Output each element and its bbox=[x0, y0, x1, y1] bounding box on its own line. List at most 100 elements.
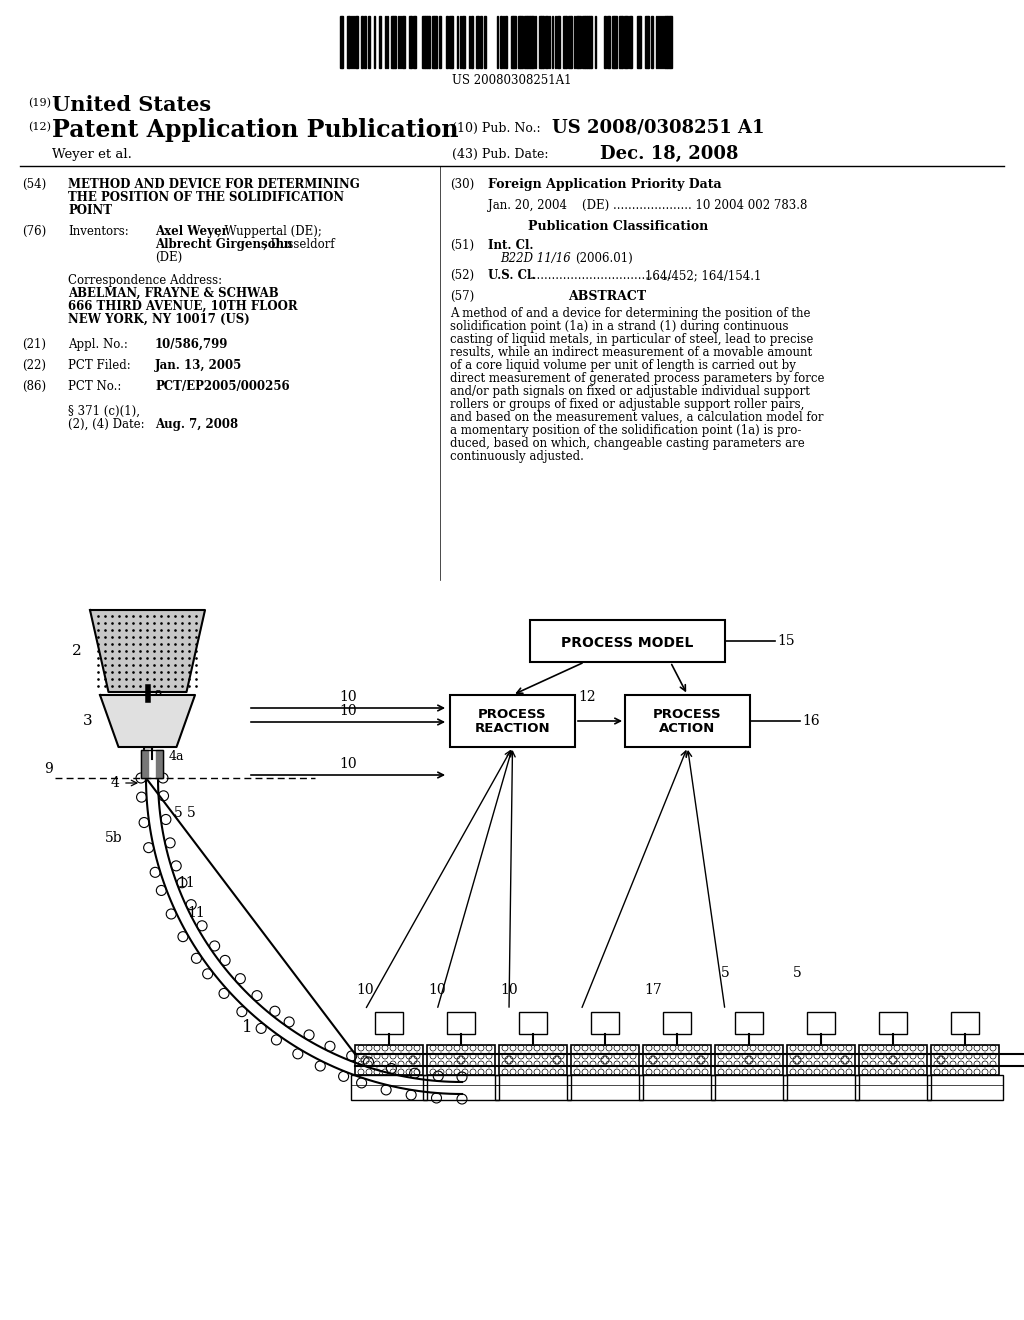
Bar bbox=[513, 16, 516, 69]
Bar bbox=[520, 16, 523, 69]
Bar bbox=[626, 16, 628, 69]
Text: (22): (22) bbox=[22, 359, 46, 372]
Bar bbox=[859, 1045, 927, 1074]
Text: Albrecht Girgensohn: Albrecht Girgensohn bbox=[155, 238, 293, 251]
Bar bbox=[541, 16, 543, 69]
Text: (43) Pub. Date:: (43) Pub. Date: bbox=[452, 148, 549, 161]
Bar bbox=[391, 16, 393, 69]
Text: 12: 12 bbox=[579, 690, 596, 704]
Bar bbox=[530, 620, 725, 663]
Bar bbox=[931, 1045, 999, 1074]
Text: and/or path signals on fixed or adjustable individual support: and/or path signals on fixed or adjustab… bbox=[450, 385, 810, 399]
Bar bbox=[539, 16, 541, 69]
Bar bbox=[607, 16, 609, 69]
Bar bbox=[589, 16, 591, 69]
Text: (86): (86) bbox=[22, 380, 46, 393]
Bar bbox=[530, 16, 532, 69]
Text: of a core liquid volume per unit of length is carried out by: of a core liquid volume per unit of leng… bbox=[450, 359, 796, 372]
Bar bbox=[545, 16, 548, 69]
Text: Patent Application Publication: Patent Application Publication bbox=[52, 117, 459, 143]
Bar bbox=[413, 16, 415, 69]
Bar bbox=[807, 1012, 835, 1034]
Text: Correspondence Address:: Correspondence Address: bbox=[68, 275, 222, 286]
Bar bbox=[557, 16, 559, 69]
Text: ACTION: ACTION bbox=[659, 722, 716, 734]
Bar bbox=[783, 1074, 859, 1100]
Text: 5: 5 bbox=[721, 966, 729, 979]
Text: (2006.01): (2006.01) bbox=[575, 252, 633, 265]
Bar bbox=[505, 16, 507, 69]
Bar bbox=[434, 16, 436, 69]
Bar bbox=[571, 1045, 639, 1074]
Bar bbox=[643, 1045, 711, 1074]
Text: (12): (12) bbox=[28, 121, 51, 132]
Bar bbox=[422, 16, 425, 69]
Bar bbox=[612, 16, 614, 69]
Text: 1: 1 bbox=[242, 1019, 252, 1036]
Bar bbox=[592, 1012, 618, 1034]
Bar bbox=[476, 16, 478, 69]
Bar bbox=[639, 1074, 715, 1100]
Text: PROCESS: PROCESS bbox=[653, 708, 722, 721]
Bar bbox=[425, 16, 427, 69]
Bar bbox=[351, 1074, 427, 1100]
Text: , Wuppertal (DE);: , Wuppertal (DE); bbox=[217, 224, 322, 238]
Text: duced, based on which, changeable casting parameters are: duced, based on which, changeable castin… bbox=[450, 437, 805, 450]
Text: (57): (57) bbox=[450, 290, 474, 304]
Text: 10: 10 bbox=[500, 983, 518, 997]
Text: THE POSITION OF THE SOLIDIFICATION: THE POSITION OF THE SOLIDIFICATION bbox=[68, 191, 344, 205]
Bar bbox=[409, 16, 411, 69]
Text: 17: 17 bbox=[644, 983, 662, 997]
Bar bbox=[368, 16, 370, 69]
Text: Inventors:: Inventors: bbox=[68, 224, 129, 238]
Bar bbox=[927, 1074, 1002, 1100]
Bar bbox=[735, 1012, 763, 1034]
Text: 5: 5 bbox=[174, 807, 182, 820]
Text: (DE): (DE) bbox=[155, 251, 182, 264]
Text: (52): (52) bbox=[450, 269, 474, 282]
Text: Weyer et al.: Weyer et al. bbox=[52, 148, 132, 161]
Text: and based on the measurement values, a calculation model for: and based on the measurement values, a c… bbox=[450, 411, 823, 424]
Bar bbox=[402, 16, 406, 69]
Text: casting of liquid metals, in particular of steel, lead to precise: casting of liquid metals, in particular … bbox=[450, 333, 813, 346]
Text: Jan. 13, 2005: Jan. 13, 2005 bbox=[155, 359, 243, 372]
Bar bbox=[582, 16, 585, 69]
Bar bbox=[499, 1045, 567, 1074]
Bar bbox=[711, 1074, 787, 1100]
Bar bbox=[585, 16, 587, 69]
Text: POINT: POINT bbox=[68, 205, 112, 216]
Text: 15: 15 bbox=[777, 634, 795, 648]
Bar bbox=[340, 16, 342, 69]
Bar bbox=[519, 1012, 547, 1034]
Text: REACTION: REACTION bbox=[475, 722, 550, 734]
Bar bbox=[379, 16, 381, 69]
Bar bbox=[637, 16, 640, 69]
Bar bbox=[449, 16, 452, 69]
Bar bbox=[355, 16, 357, 69]
Bar bbox=[484, 16, 486, 69]
Text: Axel Weyer: Axel Weyer bbox=[155, 224, 228, 238]
Bar bbox=[156, 750, 163, 777]
Text: U.S. Cl.: U.S. Cl. bbox=[488, 269, 536, 282]
Text: ......................................: ...................................... bbox=[530, 269, 673, 282]
Bar bbox=[664, 1012, 690, 1034]
Bar bbox=[670, 16, 672, 69]
Bar bbox=[568, 16, 571, 69]
Text: 4a: 4a bbox=[169, 750, 184, 763]
Text: (2), (4) Date:: (2), (4) Date: bbox=[68, 418, 144, 432]
Text: 16: 16 bbox=[802, 714, 819, 729]
Bar bbox=[651, 16, 653, 69]
Bar bbox=[439, 16, 441, 69]
Text: 9: 9 bbox=[44, 762, 53, 776]
Text: 3: 3 bbox=[82, 714, 92, 729]
Text: Int. Cl.: Int. Cl. bbox=[488, 239, 534, 252]
Bar bbox=[524, 16, 527, 69]
Bar bbox=[618, 16, 622, 69]
Bar bbox=[495, 1074, 571, 1100]
Text: Dec. 18, 2008: Dec. 18, 2008 bbox=[600, 145, 738, 162]
Text: Jan. 20, 2004    (DE) ..................... 10 2004 002 783.8: Jan. 20, 2004 (DE) .....................… bbox=[488, 199, 807, 213]
Bar bbox=[527, 16, 530, 69]
Text: 10: 10 bbox=[356, 983, 374, 997]
Bar bbox=[446, 16, 449, 69]
Text: METHOD AND DEVICE FOR DETERMINING: METHOD AND DEVICE FOR DETERMINING bbox=[68, 178, 359, 191]
